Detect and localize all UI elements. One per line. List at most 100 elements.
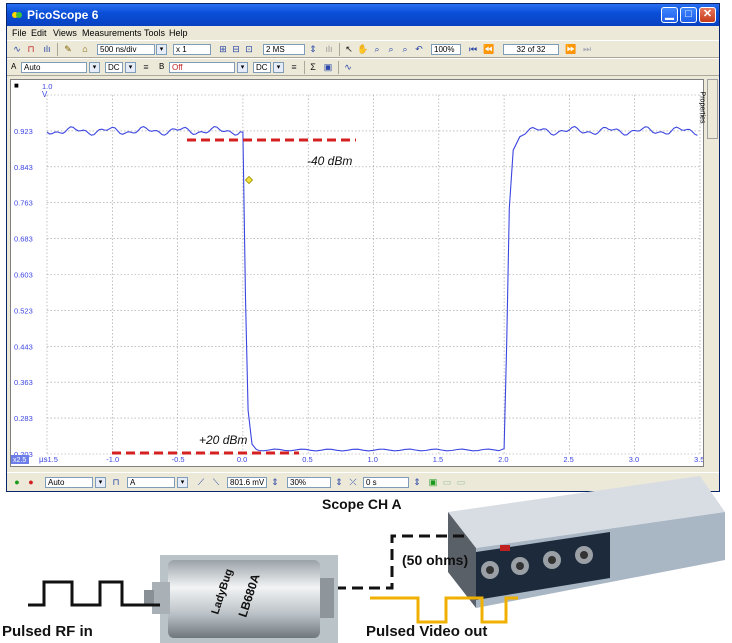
menu-edit[interactable]: Edit: [31, 28, 47, 38]
stop-icon[interactable]: ●: [28, 477, 34, 487]
x-tick-label: -1.0: [106, 455, 119, 464]
channel-a-coupling-dropdown[interactable]: ▾: [125, 62, 136, 73]
picoscope-window: PicoScope 6 ▁ □ ✕ File Edit Views Measur…: [6, 3, 720, 492]
rapid-icon[interactable]: ılı: [325, 44, 333, 54]
spectrum-mode-icon[interactable]: ılı: [43, 44, 51, 54]
channel-b-coupling-dropdown[interactable]: ▾: [273, 62, 284, 73]
scope-mode-icon[interactable]: ∿: [13, 44, 21, 54]
delete-measurement-icon[interactable]: ▭: [456, 477, 466, 487]
y-tick-label: 0.363: [14, 378, 33, 387]
menu-measurements[interactable]: Measurements: [82, 28, 142, 38]
previous-buffer-icon[interactable]: ⏪: [483, 44, 495, 54]
menu-tools[interactable]: Tools: [144, 28, 166, 38]
zoom-in-buffer-icon[interactable]: ⊞: [219, 44, 227, 54]
channel-a-coupling-select[interactable]: DC: [105, 62, 123, 73]
samples-spin-icon[interactable]: ⇕: [309, 44, 317, 54]
last-buffer-icon[interactable]: ⏭: [582, 44, 592, 54]
channel-a-label: A: [11, 62, 17, 71]
probe-icon[interactable]: ✎: [64, 44, 72, 54]
scope-view[interactable]: 1.0 0.923 0.843 0.763 0.683 0.603 0.523 0.443 0.…: [10, 79, 704, 467]
reference-waveforms-icon[interactable]: ▣: [323, 62, 333, 72]
maximize-button[interactable]: □: [680, 7, 697, 23]
y-tick-label: 0.843: [14, 163, 33, 172]
close-icon: ✕: [702, 8, 713, 20]
channel-a-range-dropdown[interactable]: ▾: [89, 62, 100, 73]
undo-zoom-icon[interactable]: ↶: [415, 44, 423, 54]
title-bar[interactable]: PicoScope 6 ▁ □ ✕: [7, 4, 719, 26]
y-tick-label: 0.443: [14, 342, 33, 351]
timebase-select[interactable]: 500 ns/div: [97, 44, 155, 55]
menu-help[interactable]: Help: [169, 28, 188, 38]
channel-a-range-select[interactable]: Auto: [21, 62, 87, 73]
close-button[interactable]: ✕: [699, 7, 716, 23]
zoom-out-icon[interactable]: ⌕: [402, 44, 408, 54]
y-axis-ticks: 1.0 0.923 0.843 0.763 0.683 0.603 0.523 0.443 0.…: [14, 82, 52, 459]
x-tick-label: 1.5: [433, 455, 443, 464]
y-tick-label: 0.523: [14, 306, 33, 315]
x-tick-label: 0.0: [237, 455, 247, 464]
pre-trigger-spin-icon[interactable]: ⇕: [335, 477, 343, 487]
falling-edge-icon[interactable]: ⟍: [212, 477, 220, 487]
channel-b-options-icon[interactable]: ≡: [291, 62, 297, 72]
x-zoom-badge-bg[interactable]: [11, 455, 29, 464]
next-buffer-icon[interactable]: ⏩: [565, 44, 577, 54]
menu-views[interactable]: Views: [53, 28, 77, 38]
detector-brand: LadyBug: [209, 567, 235, 615]
channel-b-range-dropdown[interactable]: ▾: [237, 62, 248, 73]
scope-plot[interactable]: 1.0 0.923 0.843 0.763 0.683 0.603 0.523 0.443 0.…: [11, 80, 703, 466]
delay-field[interactable]: 0 s: [363, 477, 409, 488]
zoom-out-buffer-icon[interactable]: ⊟: [232, 44, 240, 54]
trigger-marker[interactable]: [244, 175, 254, 185]
math-channels-icon[interactable]: Σ: [310, 62, 316, 72]
maximize-icon: □: [685, 8, 692, 20]
channel-toolbar: A Auto ▾ DC ▾ ≡ B Off ▾ DC ▾ ≡ Σ ▣ ∿: [7, 58, 719, 76]
x-tick-label: 3.0: [629, 455, 639, 464]
x-unit-label: µs: [39, 455, 48, 464]
minimize-button[interactable]: ▁: [661, 7, 678, 23]
pointer-tool-icon[interactable]: ↖: [345, 44, 353, 54]
home-icon[interactable]: ⌂: [82, 44, 88, 54]
buffer-field[interactable]: 32 of 32: [503, 44, 559, 55]
x-tick-label: -1.5: [45, 455, 58, 464]
x-tick-label: 0.5: [302, 455, 312, 464]
trigger-type-icon[interactable]: ⊓: [112, 477, 120, 487]
threshold-spin-icon[interactable]: ⇕: [271, 477, 279, 487]
delay-spin-icon[interactable]: ⇕: [413, 477, 421, 487]
y-tick-label: 0.203: [14, 450, 33, 459]
first-buffer-icon[interactable]: ⏮: [468, 44, 478, 54]
timebase-dropdown[interactable]: ▾: [156, 44, 167, 55]
trigger-mode-dropdown[interactable]: ▾: [95, 477, 106, 488]
trigger-mode-select[interactable]: Auto: [45, 477, 93, 488]
x-zoom-badge[interactable]: x2.5: [13, 457, 26, 464]
trigger-source-select[interactable]: A: [127, 477, 175, 488]
delay-icon[interactable]: ⤫: [349, 477, 357, 487]
zoom-in-icon[interactable]: ⌕: [388, 44, 394, 54]
persistence-mode-icon[interactable]: ⊓: [27, 44, 35, 54]
channel-a-options-icon[interactable]: ≡: [143, 62, 149, 72]
multiplier-select[interactable]: x 1: [173, 44, 211, 55]
rising-edge-icon[interactable]: ⟋: [197, 477, 205, 487]
samples-select[interactable]: 2 MS: [263, 44, 305, 55]
pulsed-video-out-label: Pulsed Video out: [366, 623, 488, 640]
zoom-level-field[interactable]: 100%: [431, 44, 461, 55]
pre-trigger-field[interactable]: 30%: [287, 477, 331, 488]
threshold-field[interactable]: 801.6 mV: [227, 477, 267, 488]
trigger-source-dropdown[interactable]: ▾: [177, 477, 188, 488]
start-icon[interactable]: ●: [14, 477, 20, 487]
hand-tool-icon[interactable]: ✋: [357, 44, 369, 54]
pulsed-rf-in-label: Pulsed RF in: [2, 623, 93, 640]
y-unit-label: V: [42, 90, 48, 99]
channel-b-range-select[interactable]: Off: [169, 62, 235, 73]
signal-generator-icon[interactable]: ∿: [344, 62, 352, 72]
y-tick-label: 0.283: [14, 414, 33, 423]
menu-file[interactable]: File: [12, 28, 27, 38]
channel-a-axis-marker: ■: [14, 81, 19, 90]
zoom-tool-icon[interactable]: ⌕: [374, 44, 380, 54]
edit-measurement-icon[interactable]: ▭: [442, 477, 452, 487]
x-tick-label: 3.5: [694, 455, 703, 464]
scope-channel-label: Scope CH A: [322, 496, 402, 512]
reset-buffer-icon[interactable]: ⊡: [245, 44, 253, 54]
channel-b-coupling-select[interactable]: DC: [253, 62, 271, 73]
properties-tab[interactable]: Properties: [698, 79, 718, 139]
add-measurement-icon[interactable]: ▣: [428, 477, 438, 487]
